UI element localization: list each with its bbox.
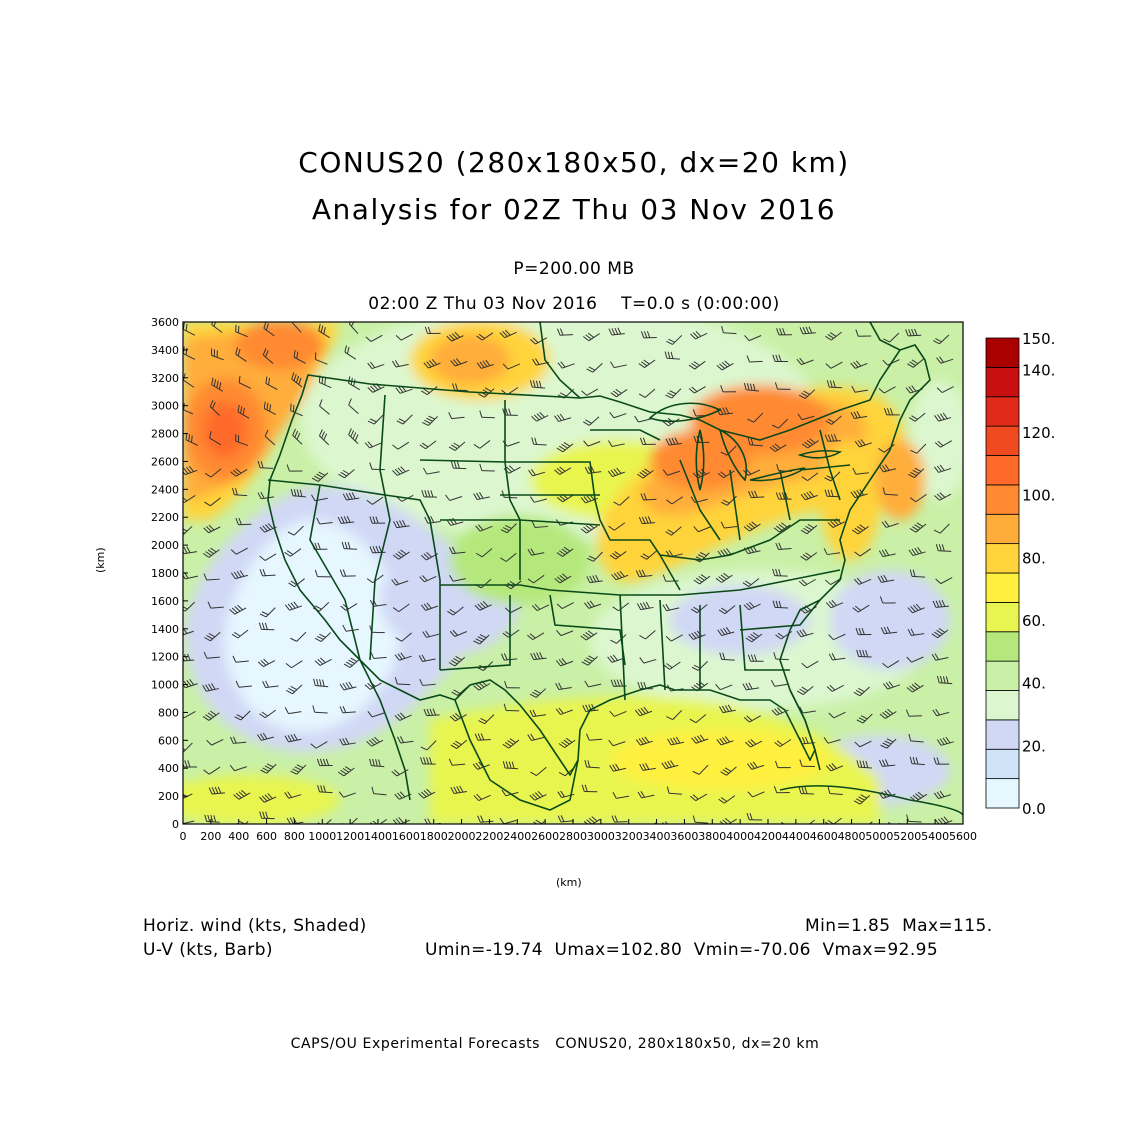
colorbar-swatch bbox=[985, 748, 1020, 780]
y-tick-label: 1600 bbox=[151, 595, 179, 608]
x-tick-label: 5600 bbox=[949, 830, 977, 843]
y-tick-label: 1800 bbox=[151, 567, 179, 580]
x-tick-label: 800 bbox=[284, 830, 305, 843]
x-tick-label: 5000 bbox=[865, 830, 893, 843]
y-axis: 0 200 400 600 800 1000 1200 1400 1600 1800 2000 220… bbox=[151, 316, 188, 831]
title-line-1: CONUS20 (280x180x50, dx=20 km) bbox=[298, 146, 850, 179]
x-tick-label: 1200 bbox=[336, 830, 364, 843]
y-tick-label: 3200 bbox=[151, 372, 179, 385]
footer: CAPS/OU Experimental Forecasts CONUS20, … bbox=[290, 1036, 820, 1052]
y-tick-label: 3000 bbox=[151, 400, 179, 413]
x-tick-label: 5400 bbox=[921, 830, 949, 843]
colorbar-label: 100. bbox=[1022, 487, 1055, 505]
pressure-level: P=200.00 MB bbox=[513, 259, 635, 279]
y-tick-label: 200 bbox=[158, 790, 179, 803]
x-tick-label: 400 bbox=[228, 830, 249, 843]
x-tick-label: 4200 bbox=[754, 830, 782, 843]
x-tick-label: 4400 bbox=[782, 830, 810, 843]
y-tick-label: 3600 bbox=[151, 316, 179, 329]
colorbar-swatch bbox=[985, 513, 1020, 545]
colorbar: 0.0 20. 40. 60. 80. 100. 120. 140. 150. bbox=[985, 330, 1055, 818]
colorbar-swatch bbox=[985, 484, 1020, 515]
x-tick-label: 1600 bbox=[392, 830, 420, 843]
valid-time: 02:00 Z Thu 03 Nov 2016 T=0.0 s (0:00:00… bbox=[368, 294, 780, 314]
wind-barbs bbox=[183, 322, 954, 824]
shaded-wind-field bbox=[183, 322, 963, 824]
y-tick-label: 2200 bbox=[151, 511, 179, 524]
x-tick-label: 1400 bbox=[364, 830, 392, 843]
y-tick-label: 1000 bbox=[151, 679, 179, 692]
colorbar-swatch bbox=[985, 543, 1020, 574]
map-boundaries bbox=[267, 322, 963, 816]
y-tick-label: 600 bbox=[158, 734, 179, 747]
y-axis-label: (km) bbox=[94, 547, 107, 573]
y-tick-label: 2000 bbox=[151, 539, 179, 552]
x-tick-label: 2600 bbox=[531, 830, 559, 843]
x-tick-label: 0 bbox=[180, 830, 187, 843]
x-tick-label: 4000 bbox=[726, 830, 754, 843]
x-tick-label: 2400 bbox=[503, 830, 531, 843]
colorbar-swatch bbox=[985, 455, 1020, 486]
y-tick-label: 2800 bbox=[151, 428, 179, 441]
x-tick-label: 5200 bbox=[893, 830, 921, 843]
x-axis-label: (km) bbox=[556, 876, 582, 889]
x-tick-label: 2800 bbox=[559, 830, 587, 843]
colorbar-swatch bbox=[985, 366, 1020, 398]
y-tick-label: 1200 bbox=[151, 651, 179, 664]
colorbar-swatch bbox=[985, 778, 1020, 809]
x-tick-label: 3200 bbox=[615, 830, 643, 843]
colorbar-label: 60. bbox=[1022, 612, 1046, 630]
legend-barb: U-V (kts, Barb) bbox=[143, 940, 273, 960]
x-tick-label: 2200 bbox=[475, 830, 503, 843]
legend-shaded: Horiz. wind (kts, Shaded) bbox=[143, 916, 367, 936]
x-tick-label: 200 bbox=[200, 830, 221, 843]
x-tick-label: 4600 bbox=[810, 830, 838, 843]
x-tick-label: 1000 bbox=[308, 830, 336, 843]
colorbar-swatch bbox=[985, 719, 1020, 750]
min-max: Min=1.85 Max=115. bbox=[805, 916, 993, 936]
colorbar-swatch bbox=[985, 601, 1020, 633]
x-tick-label: 3000 bbox=[587, 830, 615, 843]
y-tick-label: 400 bbox=[158, 762, 179, 775]
x-tick-label: 1800 bbox=[420, 830, 448, 843]
colorbar-swatch bbox=[985, 690, 1020, 721]
colorbar-swatch bbox=[985, 425, 1020, 456]
y-tick-label: 3400 bbox=[151, 344, 179, 357]
x-tick-label: 3400 bbox=[643, 830, 671, 843]
y-tick-label: 0 bbox=[172, 818, 179, 831]
x-tick-label: 600 bbox=[256, 830, 277, 843]
y-tick-label: 1400 bbox=[151, 623, 179, 636]
colorbar-swatch bbox=[985, 396, 1020, 427]
x-tick-label: 3600 bbox=[670, 830, 698, 843]
colorbar-swatch bbox=[985, 631, 1020, 662]
x-tick-label: 3800 bbox=[698, 830, 726, 843]
colorbar-label: 40. bbox=[1022, 675, 1046, 693]
title-line-2: Analysis for 02Z Thu 03 Nov 2016 bbox=[311, 193, 837, 226]
y-tick-label: 2400 bbox=[151, 483, 179, 496]
x-axis: 0 200 400 600 800 1000 1200 1400 1600 1800 2000 220… bbox=[180, 819, 977, 843]
y-tick-label: 800 bbox=[158, 706, 179, 719]
colorbar-swatch bbox=[985, 337, 1020, 368]
colorbar-swatch bbox=[985, 660, 1020, 691]
colorbar-label: 140. bbox=[1022, 361, 1055, 379]
uv-stats: Umin=-19.74 Umax=102.80 Vmin=-70.06 Vmax… bbox=[425, 940, 939, 960]
colorbar-label: 0.0 bbox=[1022, 800, 1046, 818]
x-tick-label: 4800 bbox=[838, 830, 866, 843]
colorbar-label: 150. bbox=[1022, 330, 1055, 348]
colorbar-label: 120. bbox=[1022, 424, 1055, 442]
y-tick-label: 2600 bbox=[151, 455, 179, 468]
colorbar-label: 80. bbox=[1022, 549, 1046, 567]
x-tick-label: 2000 bbox=[448, 830, 476, 843]
colorbar-label: 20. bbox=[1022, 737, 1046, 755]
colorbar-swatch bbox=[985, 572, 1020, 603]
